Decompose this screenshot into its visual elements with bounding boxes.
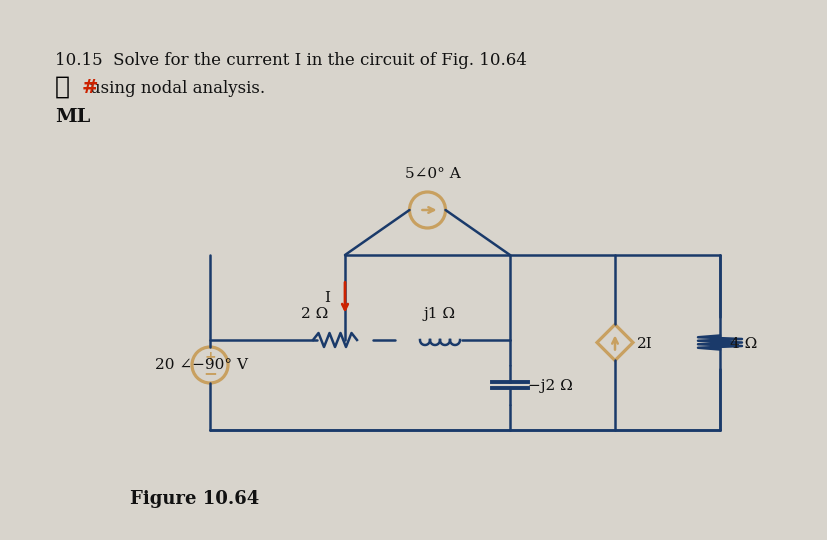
Text: +: +	[204, 350, 216, 364]
Text: Figure 10.64: Figure 10.64	[130, 490, 259, 508]
Text: I: I	[324, 291, 330, 305]
Text: j1 Ω: j1 Ω	[424, 307, 456, 321]
Text: 4 Ω: 4 Ω	[730, 336, 758, 350]
Text: 5∠0° A: 5∠0° A	[404, 167, 461, 181]
Text: −j2 Ω: −j2 Ω	[528, 379, 573, 393]
Text: using nodal analysis.: using nodal analysis.	[90, 80, 265, 97]
Text: 2I: 2I	[637, 336, 653, 350]
Text: 💻: 💻	[55, 75, 70, 99]
Text: 10.15  Solve for the current I in the circuit of Fig. 10.64: 10.15 Solve for the current I in the cir…	[55, 52, 527, 69]
Text: ML: ML	[55, 108, 90, 126]
Text: 20 ∠−90° V: 20 ∠−90° V	[155, 358, 248, 372]
Text: #: #	[82, 78, 98, 97]
Text: 2 Ω: 2 Ω	[301, 307, 328, 321]
Text: −: −	[203, 364, 217, 382]
